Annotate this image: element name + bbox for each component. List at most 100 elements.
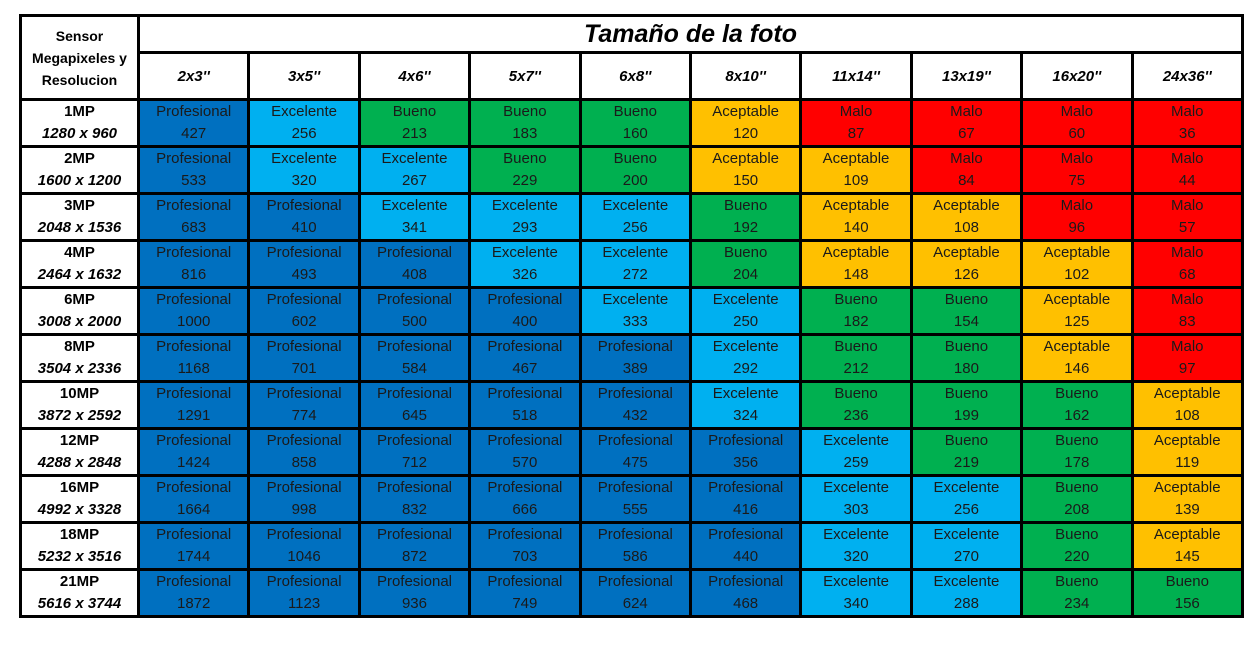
quality-cell: Aceptable 108 bbox=[909, 192, 1024, 242]
rating-label: Malo bbox=[1171, 197, 1204, 214]
rating-label: Profesional bbox=[597, 385, 673, 402]
quality-cell: Profesional 998 bbox=[247, 474, 361, 524]
rating-label: Profesional bbox=[597, 432, 673, 449]
quality-cell: Excelente 270 bbox=[909, 521, 1024, 571]
rating-label: Profesional bbox=[266, 244, 342, 261]
rating-label: Profesional bbox=[376, 244, 452, 261]
table-row: 3MP 2048 x 1536 Profesional 683 Profesional 4… bbox=[19, 192, 1245, 242]
ppi-value: 219 bbox=[953, 454, 979, 471]
rating-label: Profesional bbox=[156, 103, 232, 120]
quality-cell: Bueno 212 bbox=[799, 333, 913, 383]
ppi-value: 703 bbox=[512, 548, 538, 565]
ppi-value: 324 bbox=[733, 407, 759, 424]
quality-cell: Aceptable 125 bbox=[1020, 286, 1134, 336]
ppi-value: 468 bbox=[733, 595, 759, 612]
rating-label: Aceptable bbox=[712, 150, 779, 167]
rating-label: Aceptable bbox=[1043, 291, 1111, 308]
quality-cell: Profesional 493 bbox=[247, 239, 361, 289]
sensor-cell: 18MP 5232 x 3516 bbox=[19, 521, 140, 571]
ppi-value: 84 bbox=[958, 172, 975, 189]
ppi-value: 584 bbox=[401, 360, 427, 377]
ppi-value: 120 bbox=[733, 125, 759, 142]
ppi-value: 1291 bbox=[177, 407, 211, 424]
resolution-label: 2464 x 1632 bbox=[37, 266, 122, 283]
size-header: 24x36'' bbox=[1130, 51, 1245, 101]
quality-cell: Profesional 518 bbox=[468, 380, 582, 430]
quality-cell: Malo 83 bbox=[1130, 286, 1245, 336]
rating-label: Excelente bbox=[823, 573, 889, 590]
ppi-value: 320 bbox=[291, 172, 317, 189]
rating-label: Aceptable bbox=[822, 244, 890, 261]
rating-label: Excelente bbox=[823, 526, 889, 543]
quality-cell: Profesional 408 bbox=[357, 239, 472, 289]
ppi-value: 57 bbox=[1178, 219, 1196, 236]
rating-label: Excelente bbox=[271, 150, 338, 167]
table-row: 4MP 2464 x 1632 Profesional 816 Profesional 4… bbox=[19, 239, 1245, 289]
rating-label: Excelente bbox=[381, 150, 448, 167]
ppi-value: 303 bbox=[843, 501, 869, 518]
rating-label: Bueno bbox=[723, 197, 768, 214]
ppi-value: 1872 bbox=[177, 595, 211, 612]
table-row: 1MP 1280 x 960 Profesional 427 Excelente 256 B… bbox=[19, 98, 1245, 148]
quality-cell: Aceptable 145 bbox=[1130, 521, 1245, 571]
rating-label: Profesional bbox=[376, 338, 452, 355]
ppi-value: 712 bbox=[401, 454, 427, 471]
sensor-cell: 2MP 1600 x 1200 bbox=[19, 145, 140, 195]
quality-cell: Profesional 555 bbox=[578, 474, 692, 524]
ppi-value: 645 bbox=[401, 407, 427, 424]
quality-cell: Malo 60 bbox=[1020, 98, 1134, 148]
quality-cell: Aceptable 148 bbox=[799, 239, 913, 289]
ppi-value: 108 bbox=[953, 219, 979, 236]
rating-label: Profesional bbox=[156, 526, 232, 543]
quality-cell: Bueno 160 bbox=[578, 98, 692, 148]
ppi-value: 1000 bbox=[177, 313, 211, 330]
quality-cell: Profesional 1664 bbox=[136, 474, 251, 524]
rating-label: Bueno bbox=[834, 338, 878, 355]
quality-cell: Profesional 683 bbox=[136, 192, 251, 242]
quality-cell: Profesional 432 bbox=[578, 380, 692, 430]
ppi-value: 440 bbox=[733, 548, 759, 565]
rating-label: Aceptable bbox=[1153, 385, 1221, 402]
sensor-cell: 10MP 3872 x 2592 bbox=[19, 380, 140, 430]
quality-cell: Bueno 208 bbox=[1020, 474, 1134, 524]
table-row: 21MP 5616 x 3744 Profesional 1872 Profesiona… bbox=[19, 568, 1245, 618]
quality-cell: Profesional 1744 bbox=[136, 521, 251, 571]
ppi-value: 341 bbox=[401, 219, 427, 236]
rating-label: Profesional bbox=[708, 573, 784, 590]
sensor-cell: 21MP 5616 x 3744 bbox=[19, 568, 140, 618]
rating-label: Profesional bbox=[266, 338, 342, 355]
quality-cell: Profesional 1000 bbox=[136, 286, 251, 336]
size-header-row: 2x3'' 3x5'' 4x6'' 5x7'' 6x8'' 8x10'' 11x14'' 13… bbox=[21, 51, 1245, 101]
table-row: 12MP 4288 x 2848 Profesional 1424 Profesiona… bbox=[19, 427, 1245, 477]
ppi-value: 1664 bbox=[177, 501, 211, 518]
quality-cell: Profesional 584 bbox=[357, 333, 472, 383]
sensor-header: Sensor Megapixeles y Resolucion bbox=[19, 14, 140, 101]
quality-cell: Excelente 333 bbox=[578, 286, 692, 336]
sensor-cell: 8MP 3504 x 2336 bbox=[19, 333, 140, 383]
rating-label: Profesional bbox=[156, 385, 232, 402]
megapixels-label: 8MP bbox=[64, 338, 95, 355]
ppi-value: 213 bbox=[401, 125, 427, 142]
resolution-label: 3008 x 2000 bbox=[37, 313, 122, 330]
quality-cell: Aceptable 146 bbox=[1020, 333, 1134, 383]
rating-label: Malo bbox=[1171, 150, 1204, 167]
rating-label: Profesional bbox=[266, 291, 342, 308]
resolution-label: 3504 x 2336 bbox=[37, 360, 122, 377]
quality-cell: Excelente 326 bbox=[468, 239, 582, 289]
rating-label: Profesional bbox=[266, 479, 342, 496]
quality-cell: Bueno 156 bbox=[1130, 568, 1245, 618]
quality-cell: Profesional 602 bbox=[247, 286, 361, 336]
quality-cell: Bueno 234 bbox=[1020, 568, 1134, 618]
size-header: 6x8'' bbox=[578, 51, 692, 101]
ppi-value: 270 bbox=[953, 548, 979, 565]
ppi-value: 154 bbox=[953, 313, 979, 330]
ppi-value: 183 bbox=[512, 125, 538, 142]
rating-label: Aceptable bbox=[822, 150, 890, 167]
ppi-value: 150 bbox=[733, 172, 759, 189]
quality-cell: Profesional 416 bbox=[688, 474, 803, 524]
quality-cell: Aceptable 126 bbox=[909, 239, 1024, 289]
rating-label: Aceptable bbox=[933, 197, 1000, 214]
rating-label: Excelente bbox=[271, 103, 338, 120]
megapixels-label: 3MP bbox=[64, 197, 95, 214]
quality-cell: Excelente 292 bbox=[688, 333, 803, 383]
